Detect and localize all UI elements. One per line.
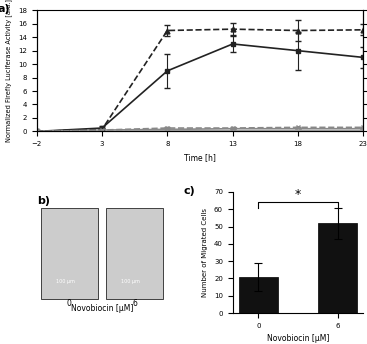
Bar <box>106 208 163 299</box>
Text: *: * <box>295 189 301 202</box>
Text: 100 μm: 100 μm <box>56 279 75 284</box>
Text: Novobiocin [μM]: Novobiocin [μM] <box>71 304 133 313</box>
Bar <box>239 277 278 313</box>
Text: b): b) <box>37 196 50 206</box>
X-axis label: Time [h]: Time [h] <box>184 153 216 162</box>
Bar <box>318 223 357 313</box>
Bar <box>41 208 98 299</box>
Text: 6: 6 <box>132 299 137 308</box>
Text: a): a) <box>0 4 10 14</box>
Text: c): c) <box>183 186 195 196</box>
Y-axis label: Normalized Firefly Luciferase Activity [a.u.]: Normalized Firefly Luciferase Activity [… <box>6 0 12 142</box>
Text: 0: 0 <box>67 299 72 308</box>
Y-axis label: Number of Migrated Cells: Number of Migrated Cells <box>202 208 208 297</box>
X-axis label: Novobiocin [μM]: Novobiocin [μM] <box>267 334 329 343</box>
Text: 100 μm: 100 μm <box>121 279 140 284</box>
